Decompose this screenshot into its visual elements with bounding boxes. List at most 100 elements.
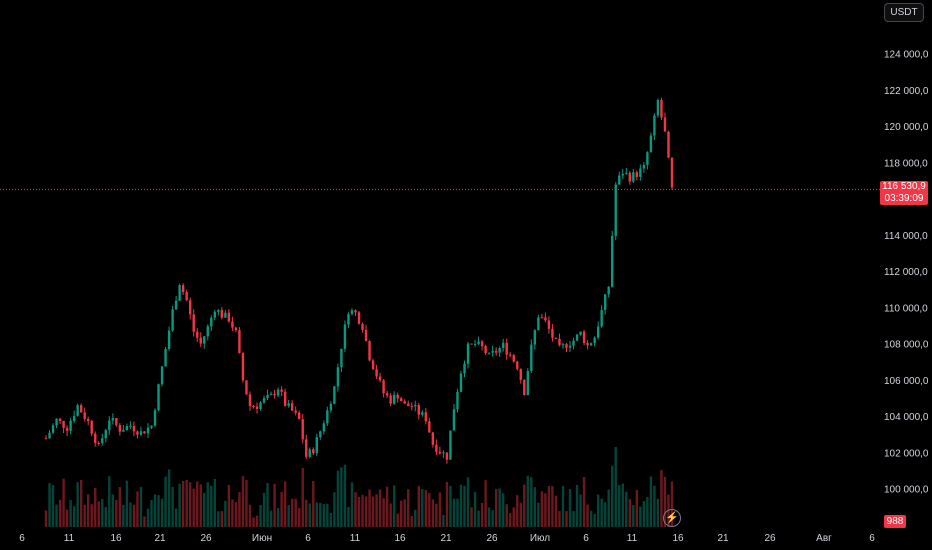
candle-body <box>621 173 624 176</box>
volume-bar <box>603 502 607 527</box>
candle-body <box>262 398 266 403</box>
time-tick-label: 6 <box>305 533 311 544</box>
volume-bar <box>336 470 340 527</box>
volume-bar <box>298 508 301 527</box>
volume-bar <box>463 485 466 527</box>
candle-body <box>463 363 466 374</box>
candle-body <box>90 421 93 434</box>
candle-body <box>220 309 224 318</box>
candle-body <box>217 309 220 312</box>
candle-body <box>530 344 533 371</box>
candle-body <box>533 330 537 345</box>
volume-bar <box>174 508 178 527</box>
candle-body <box>487 352 491 354</box>
price-tick-label: 124 000,0 <box>884 50 929 61</box>
volume-bar <box>97 501 100 527</box>
volume-bar <box>315 502 318 527</box>
time-tick-label: 11 <box>350 533 361 544</box>
volume-bar <box>231 499 234 527</box>
volume-bar <box>146 508 150 527</box>
volume-bar <box>618 485 621 527</box>
candle-body <box>305 439 308 457</box>
volume-tag: 988 <box>884 515 906 528</box>
volume-bar <box>509 513 512 527</box>
time-tick-label: Июл <box>530 533 550 544</box>
candle-body <box>501 342 505 348</box>
candle-body <box>322 423 326 432</box>
candle-body <box>224 312 227 318</box>
volume-bar <box>206 482 209 527</box>
volume-bar <box>523 484 526 527</box>
price-tick-label: 106 000,0 <box>884 376 929 387</box>
volume-bar <box>290 498 294 527</box>
candle-body <box>364 329 368 342</box>
volume-bar <box>431 499 435 527</box>
volume-bar <box>210 485 213 527</box>
volume-bar <box>653 485 656 527</box>
volume-bar <box>371 496 375 527</box>
candle-body <box>421 412 424 415</box>
candle-body <box>459 373 463 392</box>
candle-body <box>79 405 83 413</box>
volume-bar <box>79 479 83 527</box>
candle-body <box>108 420 111 431</box>
volume-bar <box>547 485 551 527</box>
lightning-icon[interactable]: ⚡ <box>663 509 681 527</box>
volume-bar <box>579 494 582 527</box>
candle-body <box>65 427 69 431</box>
candle-body <box>312 449 315 454</box>
time-tick-label: 16 <box>394 533 406 544</box>
time-axis[interactable]: 6 11 16 21 26 Июн 6 11 16 21 26 Июл 6 11 16 21 26 Авг 6 <box>19 533 875 544</box>
candle-body <box>227 312 231 322</box>
candle-body <box>396 394 399 399</box>
candle-body <box>104 430 107 439</box>
candle-body <box>146 427 150 434</box>
volume-bar <box>136 491 139 527</box>
volume-bar <box>164 476 167 527</box>
volume-bar <box>308 503 311 527</box>
volume-bar <box>540 491 544 527</box>
volume-bar <box>238 492 241 527</box>
candle-body <box>456 391 459 410</box>
candle-body <box>632 172 635 182</box>
volume-bar <box>213 478 217 527</box>
volume-bar <box>305 499 308 527</box>
candle-body <box>572 340 575 346</box>
candle-body <box>55 418 58 426</box>
volume-bar <box>196 481 199 527</box>
candle-body <box>477 341 480 344</box>
candle-body <box>185 291 188 301</box>
current-price-label: 116 530,9 <box>882 181 926 193</box>
price-tick-label: 112 000,0 <box>884 267 928 278</box>
price-axis[interactable]: 124 000,0 122 000,0 120 000,0 118 000,0 114 … <box>884 50 929 496</box>
candle-body <box>568 345 572 348</box>
candle-body <box>540 317 544 319</box>
candle-body <box>51 425 55 433</box>
volume-bar <box>456 498 459 527</box>
candle-body <box>192 314 195 332</box>
volume-bar <box>266 482 269 527</box>
candle-body <box>136 431 139 435</box>
volume-bar <box>561 485 565 527</box>
candle-body <box>231 321 234 328</box>
volume-bar <box>382 498 385 527</box>
price-tick-label: 118 000,0 <box>884 158 928 169</box>
volume-bar <box>649 476 653 527</box>
candle-body <box>656 100 660 116</box>
currency-button[interactable]: USDT <box>884 3 924 22</box>
candle-body <box>132 425 136 432</box>
volume-bar <box>530 477 533 527</box>
volume-bar <box>663 476 667 527</box>
volume-bar <box>72 506 76 527</box>
candle-body <box>512 355 515 362</box>
candle-body <box>245 380 248 395</box>
candle-body <box>484 346 487 354</box>
volume-bar <box>646 497 649 527</box>
volume-bar <box>568 489 572 527</box>
candle-body <box>273 393 276 396</box>
candle-series <box>44 97 674 464</box>
volume-bar <box>255 515 259 527</box>
volume-bar <box>607 489 610 527</box>
volume-bar <box>76 482 79 527</box>
